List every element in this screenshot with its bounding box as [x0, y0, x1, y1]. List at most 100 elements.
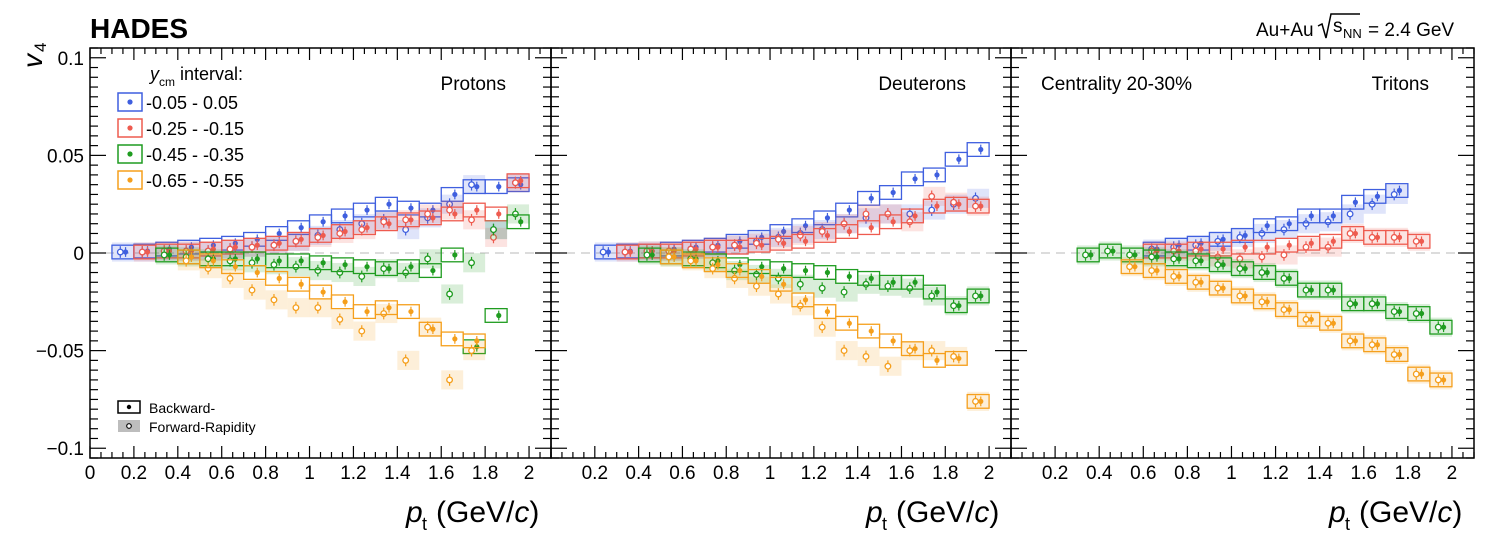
legend-dot	[127, 151, 133, 157]
forward-point	[1192, 278, 1200, 286]
backward-point	[890, 219, 896, 225]
backward-point	[342, 299, 348, 305]
backward-point	[956, 355, 962, 362]
forward-point	[1126, 263, 1134, 271]
forward-point	[424, 210, 432, 218]
backward-label: Backward-	[149, 400, 215, 416]
series-red	[1142, 223, 1431, 269]
forward-point	[226, 245, 234, 253]
backward-syst-box	[1429, 372, 1453, 388]
backward-point	[1418, 371, 1425, 377]
backward-syst-box	[462, 333, 486, 349]
backward-point	[1132, 264, 1138, 270]
backward-syst-box	[791, 218, 815, 234]
backward-point	[1198, 258, 1204, 264]
backward-point	[1396, 187, 1403, 194]
backward-point	[1220, 246, 1226, 252]
forward-point	[1258, 230, 1266, 237]
backward-point	[956, 156, 962, 162]
backward-point	[1242, 232, 1248, 239]
backward-syst-box	[857, 323, 881, 339]
backward-point	[781, 240, 787, 246]
forward-point	[138, 248, 146, 256]
backward-syst-box	[1274, 270, 1299, 286]
backward-point	[122, 249, 129, 255]
x-axis-unit: (GeV/c)	[436, 496, 539, 529]
forward-point	[1148, 267, 1156, 275]
forward-point	[336, 230, 344, 237]
backward-point	[386, 266, 392, 272]
forward-point	[731, 274, 739, 282]
backward-syst-box	[966, 198, 990, 214]
backward-point	[1418, 310, 1425, 317]
backward-point	[934, 289, 940, 295]
forward-point	[1170, 255, 1178, 263]
backward-point	[1154, 254, 1160, 260]
backward-point	[210, 246, 216, 252]
x-tick-label: 0.4	[1086, 463, 1113, 484]
forward-point	[490, 226, 497, 234]
backward-point	[1198, 246, 1204, 252]
backward-syst-box	[484, 307, 508, 323]
backward-point	[1132, 252, 1138, 258]
backward-point	[1352, 230, 1358, 237]
panel-left: 0 0.2 0.4 0.6 0.8 1 1.2 1.4 1.6 1.8 2 0.1 0.05 0 −0.05…	[36, 47, 552, 534]
legend-dot	[127, 177, 133, 183]
backward-syst-box	[835, 202, 859, 218]
backward-point	[715, 262, 721, 268]
backward-syst-box	[396, 304, 420, 320]
backward-syst-box	[922, 284, 946, 300]
legend-entry-label: -0.25 - -0.15	[146, 119, 244, 139]
forward-point	[1324, 243, 1332, 251]
backward-point	[1220, 285, 1226, 291]
backward-point	[978, 398, 984, 404]
backward-syst-box	[900, 274, 925, 290]
forward-point	[1192, 257, 1200, 265]
series-orange	[177, 249, 486, 390]
backward-point	[1396, 308, 1403, 315]
forward-point	[818, 323, 826, 331]
backward-syst-box	[506, 173, 530, 189]
x-tick-label: 0.8	[713, 463, 739, 484]
backward-point	[1176, 256, 1182, 262]
x-tick-label: 1	[304, 463, 315, 484]
backward-syst-box	[878, 333, 903, 349]
backward-point	[1154, 267, 1160, 274]
panel-title: Tritons	[1372, 74, 1429, 95]
forward-point	[1280, 226, 1288, 234]
forward-point	[1302, 286, 1310, 294]
backward-syst-box	[966, 288, 990, 304]
backward-point	[232, 244, 238, 250]
backward-point	[1286, 221, 1292, 227]
backward-point	[693, 258, 699, 264]
backward-point	[1198, 279, 1204, 285]
backward-point	[430, 326, 436, 332]
backward-point	[978, 146, 984, 153]
backward-syst-box	[286, 276, 311, 292]
backward-syst-box	[900, 341, 925, 357]
y-tick-label: 0	[73, 244, 84, 265]
backward-syst-box	[1385, 347, 1409, 363]
forward-point	[1126, 251, 1134, 259]
forward-point	[1258, 269, 1266, 276]
backward-point	[1264, 223, 1270, 229]
backward-point	[759, 273, 765, 280]
backward-syst-box	[857, 190, 881, 206]
forward-point	[314, 304, 322, 312]
x-tick-label: 0.6	[1130, 463, 1156, 484]
backward-point	[956, 303, 962, 309]
x-tick-label: 2	[984, 463, 995, 484]
forward-point	[1346, 230, 1354, 237]
forward-point	[884, 362, 892, 370]
forward-point	[1258, 253, 1266, 261]
forward-point	[840, 220, 848, 228]
backward-point	[320, 260, 326, 266]
forward-point	[599, 248, 607, 256]
x-tick-label: 2	[1447, 463, 1458, 484]
forward-point	[1368, 300, 1376, 308]
forward-point	[928, 192, 936, 200]
backward-point	[276, 230, 282, 237]
backward-syst-box	[966, 142, 990, 158]
backward-point	[342, 213, 348, 219]
backward-point	[254, 242, 260, 248]
